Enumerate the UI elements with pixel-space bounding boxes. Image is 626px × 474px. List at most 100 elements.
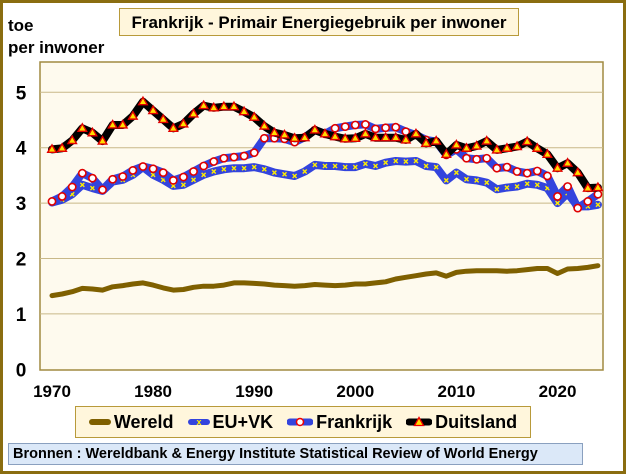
data-point-euvk [352,164,358,170]
data-point-frankrijk [168,175,178,185]
data-point-duitsland [117,119,129,129]
data-point-duitsland [86,126,98,137]
data-point-duitsland [390,131,402,142]
data-point-euvk [362,161,368,167]
data-point-frankrijk [219,153,229,163]
y-tick-label: 5 [16,83,27,104]
data-point-euvk [413,158,419,164]
data-point-euvk [261,166,267,172]
data-point-frankrijk [199,161,209,171]
data-point-euvk [494,186,500,192]
data-point-euvk [393,158,399,164]
data-point-frankrijk [462,153,471,163]
data-point-euvk [423,163,429,169]
data-point-frankrijk [239,151,249,161]
data-point-duitsland [531,142,543,152]
legend-marker-wereld [88,419,111,425]
data-point-duitsland [481,135,493,145]
data-point-duitsland [177,117,189,128]
data-point-duitsland [309,124,321,134]
data-point-euvk [443,177,449,183]
x-tick-label: 2020 [539,382,577,401]
data-point-duitsland [501,142,513,152]
x-tick-label: 1970 [33,382,71,401]
data-point-duitsland [359,127,371,138]
data-point-duitsland [107,119,119,129]
data-point-euvk [180,182,186,188]
data-point-duitsland [410,127,422,138]
data-point-duitsland [147,104,159,115]
data-point-frankrijk [148,164,158,174]
y-tick-label: 4 [16,139,27,160]
data-point-frankrijk [472,154,482,164]
data-point-duitsland [450,139,462,149]
data-point-frankrijk [563,182,573,191]
legend-item-wereld: Wereld [88,412,174,433]
legend-marker-duitsland [406,416,433,427]
data-point-duitsland [541,148,553,159]
data-point-duitsland [420,137,432,147]
data-point-euvk [524,181,530,187]
data-point-euvk [453,170,459,176]
data-point-duitsland [248,111,260,121]
data-point-euvk [342,164,348,170]
legend-label: EU+VK [212,411,274,432]
data-point-duitsland [400,134,412,144]
data-point-frankrijk [98,185,107,195]
data-point-euvk [241,165,247,171]
data-point-duitsland [521,135,533,146]
data-point-duitsland [562,157,574,167]
data-point-duitsland [440,148,452,159]
data-point-frankrijk [57,192,67,201]
data-point-euvk [302,169,308,175]
data-point-euvk [89,185,95,191]
data-point-duitsland [572,166,584,177]
data-point-duitsland [471,140,483,150]
legend-marker-frankrijk [287,417,314,427]
data-point-duitsland [289,132,301,142]
data-point-duitsland [279,129,291,139]
data-point-frankrijk [189,167,198,176]
data-point-euvk [292,173,298,179]
data-point-frankrijk [492,163,502,173]
data-point-euvk [332,163,338,169]
data-point-euvk [271,170,277,176]
data-point-frankrijk [573,203,583,213]
data-point-duitsland [370,131,382,142]
data-point-euvk [373,163,379,169]
data-point-duitsland [127,110,139,120]
data-point-duitsland [299,131,311,142]
data-point-euvk [595,202,601,208]
x-tick-label: 2000 [336,382,374,401]
y-axis-label-line2: per inwoner [8,38,105,57]
legend-item-duitsland: Duitsland [406,412,517,433]
data-point-euvk [211,169,217,175]
data-point-duitsland [258,120,270,130]
data-point-euvk [221,166,227,172]
data-point-frankrijk [259,133,269,143]
data-point-duitsland [268,126,280,137]
data-point-duitsland [491,144,503,154]
data-point-frankrijk [361,120,370,129]
data-point-euvk [555,200,560,206]
y-axis-label: toe per inwoner [8,15,104,59]
data-point-frankrijk [350,120,360,130]
data-point-duitsland [349,132,361,142]
data-point-frankrijk [47,197,57,206]
data-point-frankrijk [512,167,522,176]
data-point-duitsland [137,95,149,106]
legend-item-frankrijk: Frankrijk [287,412,392,433]
data-point-euvk [282,171,288,177]
data-point-duitsland [329,130,341,141]
data-point-frankrijk [108,174,118,184]
data-point-frankrijk [118,172,128,181]
svg-text:x: x [196,417,201,427]
data-point-duitsland [238,105,250,116]
source-note: Bronnen : Wereldbank & Energy Institute … [8,443,583,465]
data-point-duitsland [167,122,179,133]
data-point-duitsland [56,142,68,152]
data-point-duitsland [582,182,594,192]
data-point-frankrijk [88,173,97,183]
data-point-frankrijk [381,123,391,133]
